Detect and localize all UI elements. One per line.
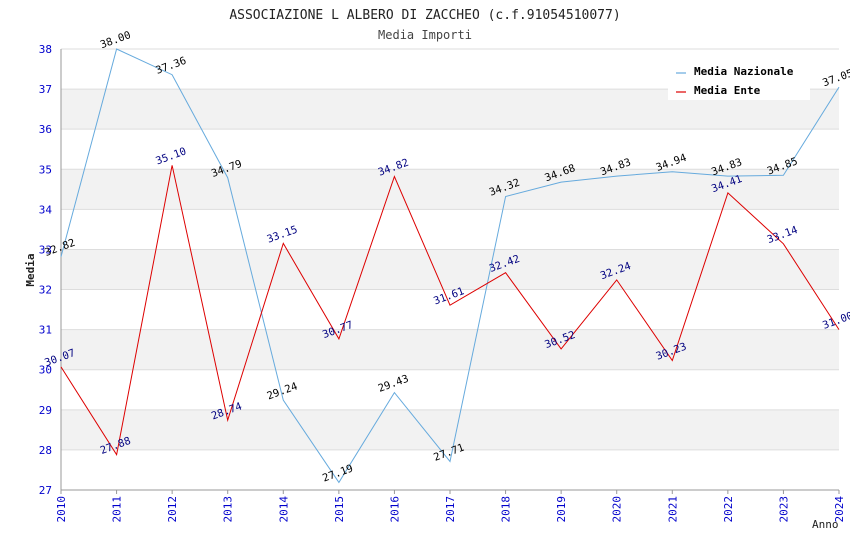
chart-title: ASSOCIAZIONE L ALBERO DI ZACCHEO (c.f.91…: [229, 8, 620, 23]
series-lines: [60, 48, 840, 484]
x-tick-label: 2012: [166, 496, 179, 523]
x-tick-label: 2018: [500, 496, 513, 523]
data-label-ente: 31.00: [821, 310, 850, 332]
y-tick-label: 27: [39, 484, 52, 497]
y-tick-label: 36: [39, 123, 52, 136]
x-tick-label: 2020: [611, 496, 624, 523]
data-label-nazionale: 38.00: [99, 29, 133, 51]
x-tick-label: 2016: [388, 496, 401, 523]
band-30: [61, 329, 839, 370]
data-label-nazionale: 37.05: [821, 67, 850, 89]
y-tick-label: 35: [39, 163, 52, 176]
band-32: [61, 249, 839, 290]
legend-label-ente: Media Ente: [694, 84, 761, 97]
data-label-ente: 35.10: [154, 145, 188, 167]
chart-subtitle: Media Importi: [378, 28, 472, 42]
series-line-media-ente: [60, 165, 840, 457]
x-tick-label: 2015: [333, 496, 346, 523]
y-axis-label: Media: [24, 253, 37, 286]
x-axis-label: Anno: [812, 518, 839, 531]
x-tick-label: 2021: [666, 496, 679, 523]
x-tick-labels: 2010 2011 2012 2013 2014 2015 2016 2017 2018 2019…: [55, 490, 846, 523]
y-tick-labels: 27 28 29 30 31 32 33 34 35 36 37 38: [39, 43, 53, 497]
y-tick-label: 29: [39, 404, 52, 417]
data-label-nazionale: 37.36: [154, 55, 188, 77]
legend-box: [668, 60, 810, 100]
legend-label-nazionale: Media Nazionale: [694, 65, 794, 78]
y-tick-label: 33: [39, 243, 52, 256]
band-34: [61, 169, 839, 210]
y-tick-label: 34: [39, 203, 53, 216]
background-bands: [61, 89, 839, 450]
series-line-media-nazionale: [60, 48, 840, 484]
x-tick-label: 2024: [833, 496, 846, 523]
x-tick-label: 2023: [777, 496, 790, 523]
x-tick-label: 2017: [444, 496, 457, 523]
x-tick-label: 2022: [722, 496, 735, 523]
data-label-nazionale: 29.24: [265, 380, 299, 402]
y-tick-label: 37: [39, 83, 52, 96]
y-tick-label: 32: [39, 284, 52, 297]
x-tick-label: 2019: [555, 496, 568, 523]
x-tick-label: 2013: [222, 496, 235, 523]
y-tick-label: 38: [39, 43, 52, 56]
x-tick-label: 2014: [277, 496, 290, 523]
data-label-ente: 33.15: [265, 224, 299, 246]
band-28: [61, 409, 839, 450]
y-tick-label: 30: [39, 364, 52, 377]
y-tick-label: 28: [39, 444, 52, 457]
data-label-nazionale: 29.43: [376, 373, 410, 395]
x-tick-label: 2011: [111, 496, 124, 523]
legend: Media Nazionale Media Ente: [668, 60, 810, 100]
x-tick-label: 2010: [55, 496, 68, 523]
y-tick-label: 31: [39, 324, 52, 337]
